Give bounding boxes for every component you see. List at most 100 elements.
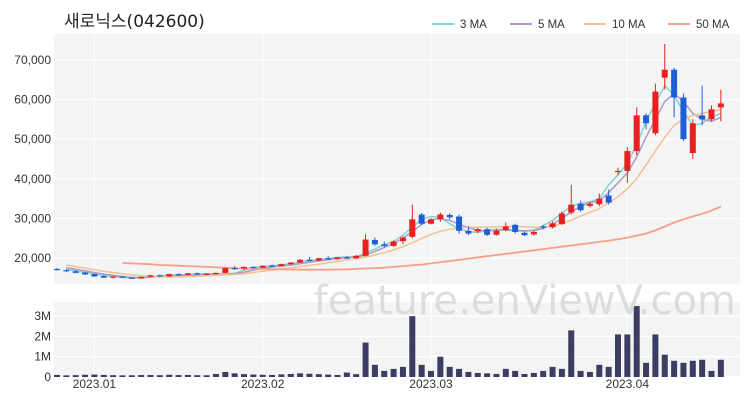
candle-body (717, 103, 724, 108)
volume-bar (671, 360, 678, 377)
candle-body (493, 230, 500, 235)
candle (474, 228, 481, 234)
candle (456, 214, 463, 234)
volume-bar (643, 362, 650, 377)
candle-body (110, 276, 117, 278)
candle-body (484, 229, 491, 235)
volume-bar (549, 366, 556, 377)
candle (194, 272, 201, 275)
candle (100, 275, 107, 279)
volume-bar (362, 342, 369, 377)
volume-bar (381, 370, 388, 377)
candle-body (91, 274, 98, 277)
candle-body (128, 277, 135, 279)
candle-body (203, 273, 210, 275)
candle-body (708, 109, 715, 120)
candle-body (680, 97, 687, 140)
candle (278, 263, 285, 267)
candle (241, 266, 247, 270)
candle (689, 119, 696, 159)
candle-body (586, 203, 593, 206)
candle (212, 272, 219, 275)
candle-body (699, 115, 706, 120)
candle (250, 266, 257, 269)
candle-body (334, 257, 341, 259)
candle (437, 212, 444, 222)
candle-body (577, 203, 584, 211)
candle-body (82, 272, 89, 275)
volume-bars (54, 306, 724, 377)
candle-body (502, 226, 509, 231)
candle-body (624, 151, 631, 171)
volume-bar (297, 373, 304, 377)
volume-bar (512, 370, 519, 377)
volume-bar (568, 330, 575, 377)
candle-body (568, 204, 575, 213)
volume-bar (72, 375, 79, 377)
volume-bar (278, 374, 285, 377)
candle-body (399, 237, 406, 242)
candle-body (278, 264, 285, 267)
candle (399, 236, 406, 244)
candle-body (474, 229, 481, 232)
candle-body (72, 271, 79, 273)
candle (465, 226, 472, 236)
candle-body (558, 213, 565, 225)
candle-body (456, 216, 463, 231)
candle-body (353, 255, 360, 259)
volume-bar (119, 375, 126, 377)
candle (605, 189, 612, 205)
volume-tick-label: 3M (34, 309, 51, 323)
candle (184, 272, 191, 276)
candle-body (325, 258, 332, 260)
candle (530, 230, 537, 236)
candle-body (259, 265, 266, 268)
candle (138, 276, 145, 279)
candle-body (633, 115, 640, 152)
candle (596, 193, 603, 207)
price-tick-label: 50,000 (14, 132, 51, 146)
volume-bar (615, 334, 621, 377)
candle (297, 259, 304, 263)
candle (325, 256, 332, 260)
volume-bar (259, 374, 266, 377)
volume-bar (465, 371, 472, 377)
candle (409, 204, 416, 239)
candle (362, 234, 369, 257)
candle-body (615, 170, 621, 173)
candle (708, 105, 715, 122)
candle (128, 277, 135, 279)
candle-body (269, 265, 276, 267)
x-tick-label: 2023.04 (606, 377, 650, 391)
candle-body (297, 259, 304, 263)
candle (428, 218, 434, 225)
candle (175, 273, 182, 276)
volume-bar (717, 359, 724, 377)
volume-bar (652, 334, 659, 377)
volume-bar (82, 374, 89, 377)
volume-bar (633, 306, 640, 377)
candle-body (661, 69, 668, 78)
candle-body (250, 266, 257, 269)
candle (615, 167, 621, 176)
volume-bar (128, 375, 135, 377)
candle-body (100, 276, 107, 278)
candle (390, 240, 397, 247)
candle-body (287, 262, 294, 265)
x-tick-label: 2023.02 (241, 377, 285, 391)
candle-body (222, 268, 229, 273)
candlesticks (54, 43, 724, 279)
candle (156, 274, 163, 277)
candle-body (119, 276, 126, 278)
candle (259, 265, 266, 269)
volume-bar (502, 368, 509, 377)
candle (353, 255, 360, 259)
candle (484, 228, 491, 236)
candle-body (437, 214, 444, 220)
candle-body (231, 268, 238, 270)
candle-body (63, 270, 70, 272)
candle (381, 241, 388, 248)
volume-bar (409, 316, 416, 377)
candle (166, 273, 173, 277)
candle (343, 255, 350, 259)
